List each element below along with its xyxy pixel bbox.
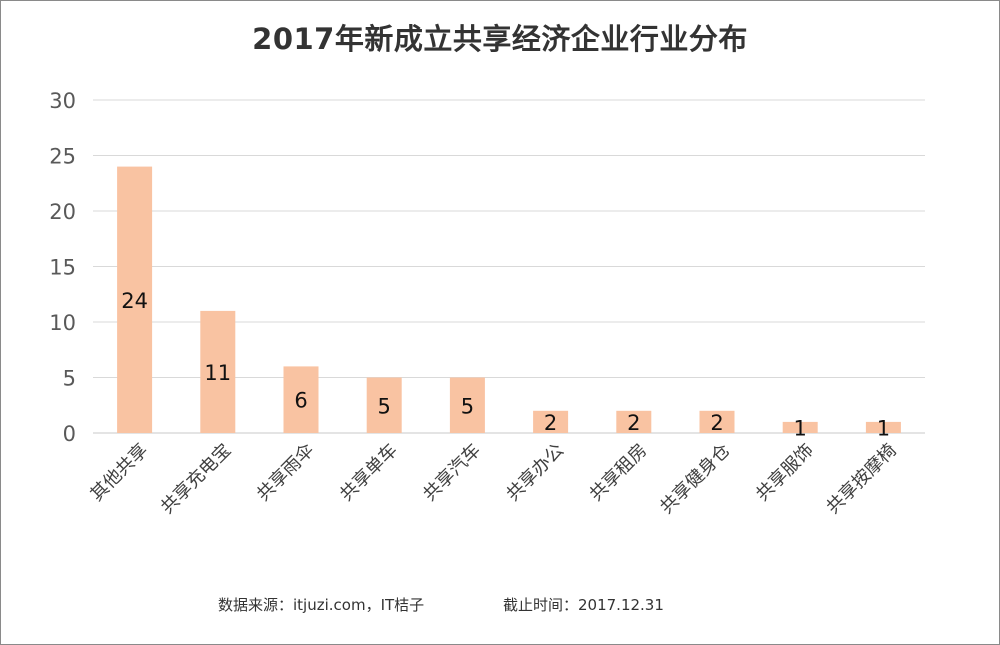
data-label: 2 bbox=[627, 411, 640, 435]
bar bbox=[200, 310, 236, 433]
data-label: 24 bbox=[121, 289, 148, 313]
x-tick-label: 共享按摩椅 bbox=[822, 440, 900, 518]
y-tick-label: 0 bbox=[63, 422, 76, 446]
data-label: 5 bbox=[378, 394, 391, 418]
y-tick-label: 10 bbox=[49, 311, 76, 335]
x-tick-label: 共享办公 bbox=[502, 440, 568, 506]
chart-title: 2017年新成立共享经济企业行业分布 bbox=[252, 22, 748, 56]
y-tick-label: 5 bbox=[63, 367, 76, 391]
bar bbox=[449, 377, 485, 433]
x-tick-label: 共享服饰 bbox=[752, 440, 818, 506]
bar bbox=[616, 410, 652, 433]
data-source-note: 数据来源：itjuzi.com，IT桔子 bbox=[218, 596, 425, 614]
x-tick-label: 共享充电宝 bbox=[157, 440, 235, 518]
data-label: 11 bbox=[204, 361, 231, 385]
bar bbox=[699, 410, 735, 433]
data-label: 6 bbox=[294, 389, 307, 413]
x-tick-label: 其他共享 bbox=[86, 440, 152, 506]
x-tick-label: 共享租房 bbox=[586, 440, 652, 506]
x-axis: 其他共享 共享充电宝 共享雨伞 共享单车 共享汽车 共享办公 共享租房 共享健身仓 共享服饰 共享… bbox=[86, 440, 901, 518]
y-tick-label: 30 bbox=[49, 89, 76, 113]
bar bbox=[865, 421, 901, 433]
data-label: 2 bbox=[710, 411, 723, 435]
y-tick-label: 15 bbox=[49, 256, 76, 280]
x-tick-label: 共享健身仓 bbox=[656, 440, 734, 518]
bar bbox=[782, 421, 818, 433]
data-label: 2 bbox=[544, 411, 557, 435]
x-tick-label: 共享汽车 bbox=[419, 440, 485, 506]
bar bbox=[117, 166, 153, 433]
cutoff-date-note: 截止时间：2017.12.31 bbox=[503, 596, 664, 614]
y-axis: 0 5 10 15 20 25 30 bbox=[49, 89, 76, 446]
x-tick-label: 共享单车 bbox=[336, 440, 402, 506]
data-label: 5 bbox=[461, 394, 474, 418]
y-tick-label: 25 bbox=[49, 145, 76, 169]
data-label: 1 bbox=[794, 416, 807, 440]
bar bbox=[533, 410, 569, 433]
bar bbox=[366, 377, 402, 433]
x-tick-label: 共享雨伞 bbox=[253, 440, 319, 506]
data-label: 1 bbox=[877, 416, 890, 440]
bar bbox=[283, 366, 319, 433]
bars bbox=[117, 166, 901, 433]
y-tick-label: 20 bbox=[49, 200, 76, 224]
